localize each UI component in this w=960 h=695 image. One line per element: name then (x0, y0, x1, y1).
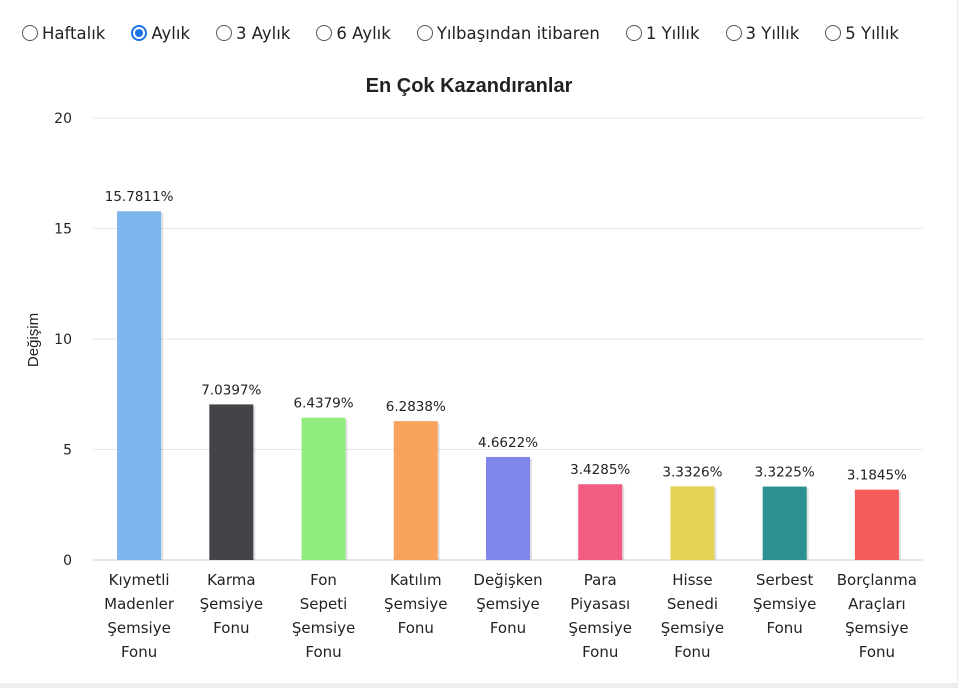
x-tick-label: Fonu (490, 619, 526, 637)
data-label: 4.6622% (478, 435, 538, 451)
bar[interactable] (209, 404, 254, 560)
bar-series (117, 211, 901, 561)
radio-button[interactable] (131, 25, 148, 41)
x-tick-label: Piyasası (570, 595, 630, 613)
y-tick-label: 10 (54, 332, 72, 348)
period-option-label: Aylık (151, 23, 190, 43)
data-label: 3.1845% (847, 468, 907, 484)
period-option-label: 1 Yıllık (645, 23, 700, 43)
radio-button[interactable] (625, 25, 642, 41)
x-tick-label: Sepeti (300, 595, 348, 613)
x-tick-label: Şemsiye (845, 619, 908, 637)
period-option-7[interactable]: 5 Yıllık (825, 24, 899, 43)
x-tick-label: Fonu (582, 643, 618, 661)
bar[interactable] (762, 486, 807, 560)
radio-button[interactable] (22, 25, 38, 41)
x-tick-label: Kıymetli (109, 571, 170, 589)
x-tick-label: Şemsiye (384, 595, 447, 613)
x-tick-label: Şemsiye (753, 595, 816, 613)
period-option-label: 5 Yıllık (845, 23, 899, 43)
y-axis-ticks: 0 5 10 15 20 (54, 111, 72, 569)
x-tick-label: Araçları (848, 595, 906, 613)
radio-button[interactable] (416, 25, 433, 41)
x-tick-label: Fon (310, 571, 337, 589)
chart-title: En Çok Kazandıranlar (366, 75, 573, 97)
x-tick-label: Karma (207, 571, 255, 589)
period-option-label: 3 Aylık (236, 23, 291, 43)
x-tick-label: Şemsiye (292, 619, 355, 637)
radio-button[interactable] (825, 25, 842, 41)
y-axis-title: Değişim (25, 313, 42, 367)
radio-button[interactable] (216, 25, 232, 41)
bar[interactable] (578, 484, 623, 560)
bar[interactable] (393, 421, 438, 560)
period-selector: Haftalık Aylık 3 Aylık 6 Aylık Yılbaşından i… (22, 20, 925, 46)
period-option-label: 3 Yıllık (745, 23, 800, 43)
x-tick-label: Borçlanma (837, 571, 917, 589)
x-tick-label: Fonu (398, 619, 434, 637)
x-tick-label: Fonu (767, 619, 803, 637)
period-option-4[interactable]: Yılbaşından itibaren (416, 23, 600, 43)
radio-button[interactable] (725, 25, 742, 41)
x-tick-label: Şemsiye (476, 595, 539, 613)
x-tick-label: Fonu (859, 643, 895, 661)
bar[interactable] (670, 486, 715, 560)
x-tick-label: Fonu (305, 643, 341, 661)
period-option-label: Haftalık (42, 23, 106, 43)
period-option-0[interactable]: Haftalık (22, 24, 105, 43)
bar[interactable] (486, 456, 530, 560)
x-tick-label: Fonu (213, 619, 249, 637)
data-label: 3.3225% (755, 465, 815, 481)
y-tick-label: 0 (63, 553, 72, 569)
period-option-2[interactable]: 3 Aylık (216, 24, 290, 43)
data-label: 6.4379% (294, 396, 354, 412)
x-tick-label: Şemsiye (661, 619, 724, 637)
x-tick-label: Madenler (104, 595, 175, 613)
y-tick-label: 5 (63, 443, 72, 459)
data-label: 3.4285% (570, 462, 630, 478)
period-option-3[interactable]: 6 Aylık (316, 23, 391, 43)
x-tick-label: Şemsiye (568, 619, 631, 637)
period-option-1[interactable]: Aylık (131, 24, 190, 43)
data-label: 3.3326% (662, 464, 722, 480)
radio-button[interactable] (316, 25, 333, 41)
x-tick-label: Fonu (121, 643, 157, 661)
x-tick-label: Fonu (674, 643, 710, 661)
period-option-label: 6 Aylık (336, 23, 391, 43)
data-label: 15.7811% (105, 189, 174, 205)
y-tick-label: 20 (54, 111, 72, 127)
period-option-5[interactable]: 1 Yıllık (625, 23, 700, 43)
x-tick-label: Serbest (756, 571, 813, 589)
data-label: 7.0397% (201, 382, 261, 398)
period-option-6[interactable]: 3 Yıllık (725, 23, 800, 43)
period-option-label: Yılbaşından itibaren (436, 23, 600, 43)
x-axis-labels: Kıymetli Madenler Şemsiye Fonu Karma Şemsiye F… (104, 571, 917, 661)
x-tick-label: Şemsiye (107, 619, 170, 637)
gainers-bar-chart: En Çok Kazandıranlar Değişim 0 5 10 15 20 15… (25, 75, 923, 661)
data-label: 6.2838% (386, 399, 446, 415)
bar[interactable] (854, 489, 899, 560)
x-tick-label: Hisse (672, 571, 712, 589)
x-tick-label: Senedi (667, 595, 718, 613)
bar[interactable] (301, 417, 346, 560)
y-tick-label: 15 (54, 222, 72, 238)
x-tick-label: Katılım (390, 571, 442, 589)
data-labels: 15.7811% 7.0397% 6.4379% 6.2838% 4.6622% 3.42… (105, 189, 907, 483)
x-tick-label: Şemsiye (200, 595, 263, 613)
bar[interactable] (117, 211, 162, 561)
x-tick-label: Değişken (473, 571, 542, 589)
x-tick-label: Para (584, 571, 617, 589)
